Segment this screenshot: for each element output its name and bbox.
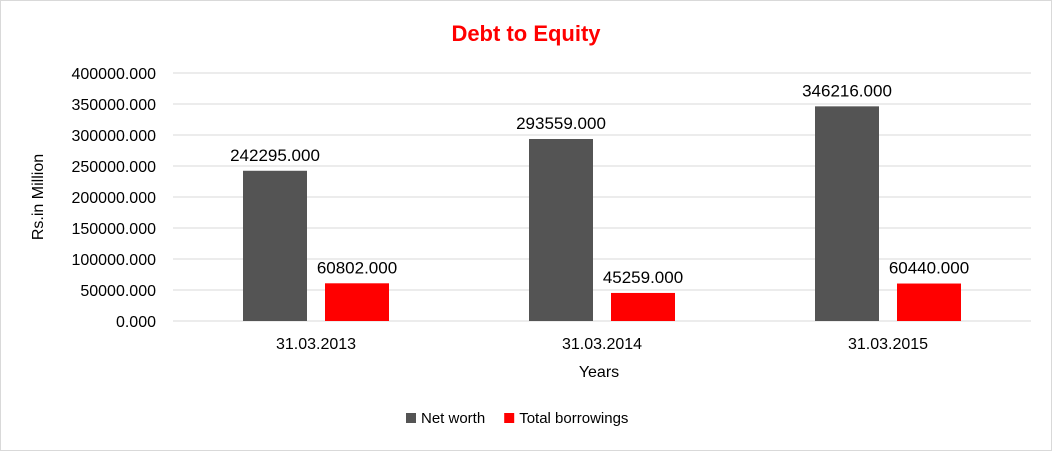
- x-axis-ticks: 31.03.2013 31.03.2014 31.03.2015: [276, 336, 928, 353]
- bar-net-worth: [243, 170, 307, 321]
- data-labels: 242295.000 60802.000 293559.000 45259.000 34…: [230, 81, 969, 287]
- legend-item: Net worth: [406, 410, 485, 427]
- x-tick-label: 31.03.2014: [562, 336, 642, 353]
- legend-swatch: [406, 413, 416, 423]
- y-tick-label: 300000.000: [71, 128, 156, 145]
- bar-total-borrowings: [897, 283, 961, 321]
- x-tick-label: 31.03.2015: [848, 336, 928, 353]
- y-tick-label: 250000.000: [71, 159, 156, 176]
- x-axis-title: Years: [579, 364, 619, 381]
- x-tick-label: 31.03.2013: [276, 336, 356, 353]
- bar-total-borrowings: [611, 292, 675, 321]
- chart-title: Debt to Equity: [451, 21, 601, 46]
- bar-net-worth: [815, 106, 879, 322]
- y-tick-label: 100000.000: [71, 252, 156, 269]
- y-tick-label: 200000.000: [71, 190, 156, 207]
- y-tick-label: 350000.000: [71, 97, 156, 114]
- y-tick-label: 0.000: [116, 314, 156, 331]
- data-label: 293559.000: [516, 114, 606, 133]
- legend-label: Net worth: [421, 410, 485, 427]
- data-label: 346216.000: [802, 81, 892, 100]
- data-label: 242295.000: [230, 146, 320, 165]
- bar-total-borrowings: [325, 283, 389, 321]
- y-axis-title: Rs.in Million: [30, 154, 47, 240]
- bars: [243, 106, 961, 322]
- y-tick-label: 50000.000: [80, 283, 156, 300]
- gridlines: [173, 72, 1031, 291]
- legend-item: Total borrowings: [504, 410, 628, 427]
- y-tick-label: 400000.000: [71, 66, 156, 83]
- legend-label: Total borrowings: [519, 410, 628, 427]
- y-axis-ticks: 0.000 50000.000 100000.000 150000.000 200000…: [71, 66, 156, 331]
- data-label: 60802.000: [317, 258, 397, 277]
- data-label: 45259.000: [603, 268, 683, 287]
- legend: Net worth Total borrowings: [406, 410, 628, 427]
- legend-swatch: [504, 413, 515, 423]
- y-tick-label: 150000.000: [71, 221, 156, 238]
- data-label: 60440.000: [889, 259, 969, 278]
- bar-net-worth: [529, 138, 593, 321]
